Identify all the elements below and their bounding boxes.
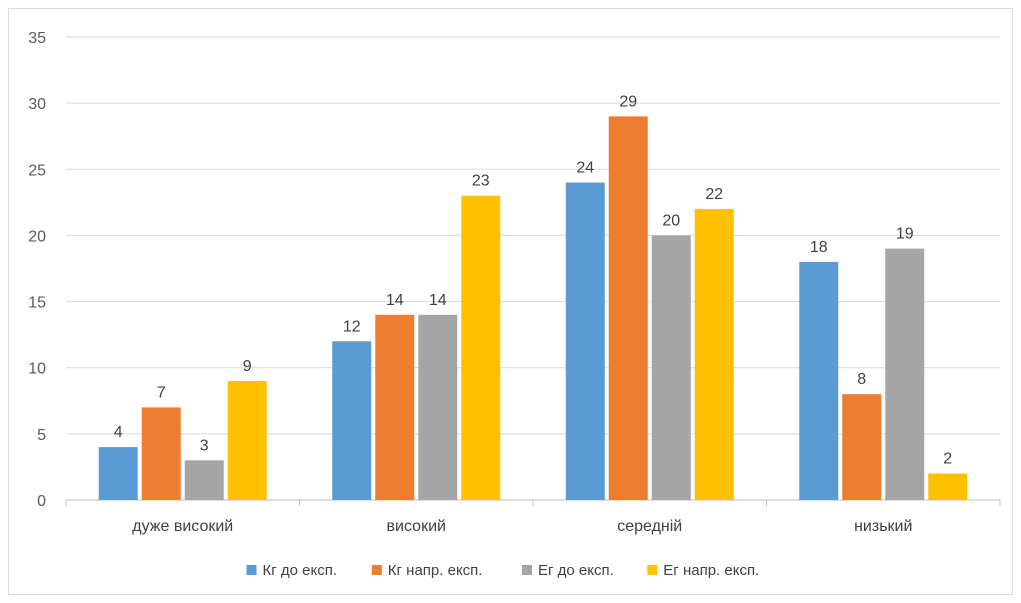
- legend-label: Кг до експ.: [263, 562, 338, 579]
- legend-swatch: [522, 565, 532, 575]
- bar: [184, 460, 224, 500]
- bar: [694, 208, 734, 500]
- bar: [885, 248, 925, 500]
- legend-swatch: [371, 565, 382, 575]
- y-tick-label: 35: [28, 30, 46, 47]
- data-label: 20: [662, 212, 680, 229]
- data-label: 3: [200, 437, 209, 454]
- bar: [98, 447, 138, 500]
- y-axis-ticks: 0 5 10 15 20 25 30 35: [28, 30, 46, 510]
- data-label: 9: [243, 358, 252, 375]
- bar: [842, 394, 882, 500]
- data-label: 4: [114, 424, 123, 441]
- legend-label: Ег напр. експ.: [663, 562, 759, 579]
- bar: [141, 407, 181, 500]
- bar: [418, 314, 458, 500]
- legend-label: Кг напр. експ.: [388, 562, 483, 579]
- data-label: 19: [896, 226, 914, 243]
- x-category-label: високий: [387, 518, 446, 535]
- y-tick-label: 30: [28, 96, 46, 113]
- legend-swatch: [647, 565, 658, 575]
- bar: [565, 182, 605, 500]
- y-tick-label: 15: [28, 295, 46, 312]
- x-category-label: дуже високий: [132, 518, 233, 535]
- legend-label: Ег до експ.: [538, 562, 614, 579]
- data-label: 8: [857, 371, 866, 388]
- bar: [375, 314, 415, 500]
- data-label: 12: [343, 318, 361, 335]
- bar: [651, 235, 691, 500]
- data-label: 14: [386, 292, 404, 309]
- y-tick-label: 10: [28, 361, 46, 378]
- x-axis: дуже високий високий середній низький: [65, 500, 1001, 535]
- data-labels: 4 7 3 9 12 14 14 23 24 29 20 22 18 8 19 2: [114, 93, 953, 467]
- y-tick-label: 25: [28, 162, 46, 179]
- data-label: 22: [705, 186, 723, 203]
- y-tick-label: 5: [37, 427, 46, 444]
- bar: [608, 116, 648, 500]
- bar: [928, 473, 968, 500]
- y-tick-label: 0: [37, 493, 46, 510]
- bar: [332, 341, 372, 500]
- data-label: 18: [810, 239, 828, 256]
- x-category-label: низький: [854, 518, 912, 535]
- y-tick-label: 20: [28, 228, 46, 245]
- data-label: 14: [429, 292, 447, 309]
- data-label: 29: [619, 93, 637, 110]
- bar: [799, 261, 839, 500]
- data-label: 23: [472, 173, 490, 190]
- legend-swatch: [246, 565, 257, 575]
- x-category-label: середній: [617, 518, 682, 535]
- bar-series: [98, 116, 968, 500]
- data-label: 2: [943, 451, 952, 468]
- bar: [227, 380, 267, 500]
- bar: [461, 195, 501, 500]
- data-label: 7: [157, 384, 166, 401]
- data-label: 24: [576, 160, 594, 177]
- legend: Кг до експ. Кг напр. експ. Ег до експ. Ег н…: [246, 562, 759, 579]
